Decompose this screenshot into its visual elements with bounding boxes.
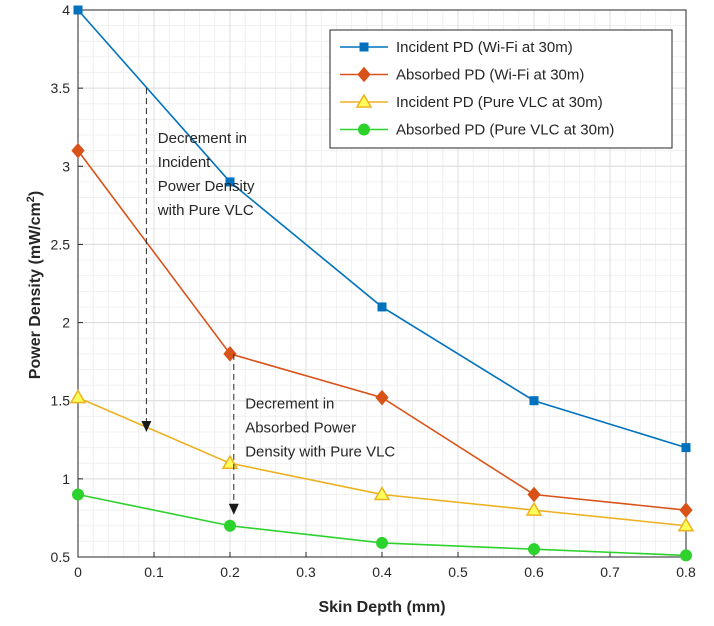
y-tick-label: 2 (62, 315, 70, 331)
y-axis-label-main: Power Density (mW/cm (27, 202, 44, 379)
legend-marker (355, 93, 373, 108)
data-point (223, 346, 237, 362)
y-axis-label-superscript: 2 (25, 196, 37, 202)
annotation-text-line: Decrement in (245, 396, 334, 413)
legend-marker (357, 66, 371, 83)
x-tick-label: 0.7 (600, 564, 620, 580)
data-point (375, 389, 389, 406)
y-tick-label: 0.5 (51, 549, 71, 565)
data-point (377, 302, 387, 312)
legend-label: Absorbed PD (Wi-Fi at 30m) (396, 67, 584, 84)
data-point (376, 536, 388, 549)
x-tick-label: 0.1 (144, 564, 164, 580)
data-point (529, 396, 539, 406)
legend-box (329, 29, 673, 149)
data-point (679, 502, 693, 518)
data-point (525, 501, 543, 516)
y-axis-label-close: ) (27, 191, 44, 196)
legend-marker (359, 42, 369, 52)
y-tick-label: 3 (62, 158, 70, 174)
y-tick-label: 1 (62, 471, 70, 487)
data-point (71, 142, 85, 159)
y-tick-label: 3.5 (51, 80, 71, 96)
x-tick-label: 0 (74, 564, 82, 580)
legend-entry: Absorbed PD (Pure VLC at 30m) (340, 122, 614, 139)
x-tick-label: 0.5 (448, 564, 468, 580)
x-tick-label: 0.8 (676, 564, 696, 580)
data-point (72, 488, 84, 501)
data-point (681, 443, 691, 453)
y-tick-label: 2.5 (51, 236, 71, 252)
x-axis-ticks: 0 0.1 0.2 0.3 0.4 0.5 0.6 0.7 0.8 (74, 552, 696, 580)
legend-entry: Incident PD (Wi-Fi at 30m) (340, 39, 573, 56)
data-point (69, 389, 87, 404)
legend: Incident PD (Wi-Fi at 30m) Absorbed PD (W… (329, 29, 673, 149)
series-2 (71, 142, 693, 518)
annotation-1: Decrement in Incident Power Density with Pu… (141, 88, 255, 432)
data-point (677, 517, 695, 532)
annotation-text-line: Power Density (158, 178, 255, 195)
x-tick-label: 0.2 (220, 564, 240, 580)
data-point (221, 454, 239, 469)
data-point (528, 543, 540, 556)
annotation-arrow-head (141, 420, 152, 432)
data-point (224, 519, 236, 532)
annotation-text-line: with Pure VLC (157, 202, 254, 219)
annotation-text-line: Incident (158, 154, 211, 171)
data-point (680, 549, 692, 562)
legend-marker (358, 123, 370, 136)
x-tick-label: 0.6 (524, 564, 544, 580)
annotation-text-line: Decrement in (158, 130, 247, 147)
legend-entry: Incident PD (Pure VLC at 30m) (340, 93, 603, 111)
legend-label: Absorbed PD (Pure VLC at 30m) (396, 122, 614, 139)
data-point (527, 486, 541, 503)
y-tick-label: 4 (62, 2, 70, 18)
annotation-2: Decrement in Absorbed Power Density with P… (228, 353, 395, 515)
series-4 (72, 488, 692, 562)
x-tick-label: 0.4 (372, 564, 392, 580)
annotation-layer: Decrement in Incident Power Density with Pu… (141, 88, 395, 515)
x-tick-label: 0.3 (296, 564, 316, 580)
data-point (225, 177, 235, 187)
data-point (373, 485, 391, 501)
legend-entry: Absorbed PD (Wi-Fi at 30m) (340, 67, 584, 84)
legend-label: Incident PD (Wi-Fi at 30m) (396, 39, 573, 56)
y-tick-label: 1.5 (51, 393, 71, 409)
annotation-text-line: Density with Pure VLC (245, 444, 395, 461)
y-axis-label: Power Density (mW/cm2) (25, 191, 44, 379)
annotation-text-line: Absorbed Power (245, 420, 356, 437)
series-1 (73, 5, 691, 453)
x-axis-label: Skin Depth (mm) (318, 599, 445, 616)
data-point (73, 5, 83, 15)
annotation-arrow-head (228, 503, 239, 515)
legend-label: Incident PD (Pure VLC at 30m) (396, 94, 603, 111)
